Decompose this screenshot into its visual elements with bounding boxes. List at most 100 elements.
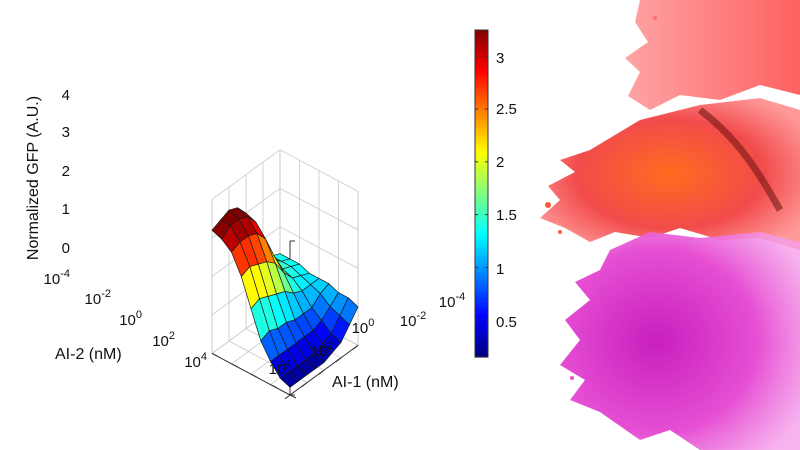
colorbar-segment bbox=[475, 177, 488, 181]
colorbar-segment bbox=[475, 256, 488, 260]
colorbar-segment bbox=[475, 38, 488, 42]
colorbar-segment bbox=[475, 62, 488, 67]
colorbar-segment bbox=[475, 234, 488, 238]
colorbar-segment bbox=[475, 100, 488, 105]
z-tick-label: 0 bbox=[62, 240, 70, 257]
colorbar-segment bbox=[475, 40, 488, 45]
colorbar-segment bbox=[475, 226, 488, 230]
colorbar-segment bbox=[475, 114, 488, 118]
z-tick-labels: 0 1 2 3 4 bbox=[62, 87, 70, 257]
colorbar-segment bbox=[475, 149, 488, 154]
ai2-tick-label: 102 bbox=[152, 330, 175, 350]
colorbar-segment bbox=[475, 264, 488, 268]
colorbar-segment bbox=[475, 321, 488, 325]
colorbar-segment bbox=[475, 160, 488, 165]
colorbar-segment bbox=[475, 155, 488, 159]
colorbar-segment bbox=[475, 277, 488, 282]
colorbar-segment bbox=[475, 193, 488, 197]
colorbar-segment bbox=[475, 250, 488, 255]
back-wall-gridline bbox=[279, 149, 359, 192]
colorbar-segment bbox=[475, 139, 488, 143]
colorbar-segment bbox=[475, 147, 488, 151]
colorbar-segment bbox=[475, 291, 488, 295]
colorbar-segment bbox=[475, 122, 488, 126]
colorbar-tick-label: 1 bbox=[496, 261, 504, 278]
colorbar-segment bbox=[475, 182, 488, 186]
colorbar-tick-label: 2 bbox=[496, 154, 504, 171]
colorbar-segment bbox=[475, 212, 488, 216]
ai1-tick bbox=[335, 357, 342, 363]
colorbar-frame bbox=[474, 29, 489, 358]
colorbar-segment bbox=[475, 59, 488, 64]
colorbar-segment bbox=[475, 98, 488, 102]
colorbar-segment bbox=[475, 185, 488, 189]
colorbar-segment bbox=[475, 79, 488, 83]
colorbar-segment bbox=[475, 280, 488, 285]
colorbar-segment bbox=[475, 275, 488, 279]
colorbar-segment bbox=[475, 269, 488, 274]
colorbar-segment bbox=[475, 57, 488, 61]
colorbar-segment bbox=[475, 32, 488, 37]
z-tick-label: 4 bbox=[62, 87, 70, 104]
colorbar-segment bbox=[475, 218, 488, 222]
colorbar-segment bbox=[475, 95, 488, 99]
colorbar-segment bbox=[475, 117, 488, 121]
ai1-tick-label: 102 bbox=[311, 340, 334, 360]
colorbar-segment bbox=[475, 354, 488, 358]
colorbar-segment bbox=[475, 329, 488, 334]
colorbar-segment bbox=[475, 261, 488, 265]
colorbar-segment bbox=[475, 340, 488, 344]
colorbar-segment bbox=[475, 87, 488, 91]
colorbar-segment bbox=[475, 348, 488, 353]
colorbar-segment bbox=[475, 190, 488, 195]
surface-plot bbox=[211, 207, 359, 388]
colorbar-segment bbox=[475, 130, 488, 135]
colorbar-segment bbox=[475, 209, 488, 214]
colorbar-segment bbox=[475, 201, 488, 206]
ai1-tick bbox=[284, 394, 291, 400]
ai2-tick-label: 100 bbox=[119, 309, 142, 329]
ai2-tick-label: 104 bbox=[184, 351, 207, 371]
ai1-tick-labels: 104 102 100 10-2 10-4 bbox=[269, 291, 466, 378]
colorbar-segment bbox=[475, 54, 488, 58]
colorbar-tick-label: 0.5 bbox=[496, 314, 517, 331]
colorbar-segment bbox=[475, 272, 488, 276]
colorbar-segment bbox=[475, 346, 488, 350]
colorbar-segment bbox=[475, 119, 488, 124]
ai1-tick-label: 10-2 bbox=[400, 310, 426, 330]
colorbar-segment bbox=[475, 133, 488, 137]
z-tick-label: 2 bbox=[62, 163, 70, 180]
colorbar-tick-label: 3 bbox=[496, 50, 504, 67]
colorbar-segment bbox=[475, 163, 488, 167]
colorbar-segment bbox=[475, 171, 488, 176]
ai1-tick bbox=[301, 382, 308, 387]
colorbar-segment bbox=[475, 141, 488, 146]
colorbar-segment bbox=[475, 128, 488, 132]
colorbar-segment bbox=[475, 231, 488, 235]
ai2-tick-label: 10-4 bbox=[44, 268, 70, 288]
ai1-tick-label: 10-4 bbox=[439, 291, 465, 311]
colorbar-tick-label: 2.5 bbox=[496, 101, 517, 118]
colorbar-segment bbox=[475, 313, 488, 317]
colorbar-segment bbox=[475, 76, 488, 80]
colorbar-segment bbox=[475, 283, 488, 287]
colorbar-segment bbox=[475, 302, 488, 306]
colorbar-segment bbox=[475, 220, 488, 225]
back-wall-gridline bbox=[211, 149, 281, 200]
ai1-axis-label: AI-1 (nM) bbox=[332, 374, 399, 391]
colorbar-segment bbox=[475, 81, 488, 86]
surface-patch bbox=[279, 371, 299, 388]
colorbar-segment bbox=[475, 248, 488, 252]
colorbar-segment bbox=[475, 351, 488, 355]
colorbar-segment bbox=[475, 65, 488, 69]
colorbar-segment bbox=[475, 198, 488, 203]
back-wall-gridline bbox=[279, 226, 359, 269]
colorbar-segment bbox=[475, 207, 488, 211]
ai2-tick bbox=[270, 384, 277, 389]
colorbar-segment bbox=[475, 106, 488, 110]
colorbar-segment bbox=[475, 73, 488, 77]
z-tick-label: 1 bbox=[62, 201, 70, 218]
colorbar-segment bbox=[475, 168, 488, 173]
colorbar-segment bbox=[475, 166, 488, 170]
colorbar-segment bbox=[475, 35, 488, 39]
